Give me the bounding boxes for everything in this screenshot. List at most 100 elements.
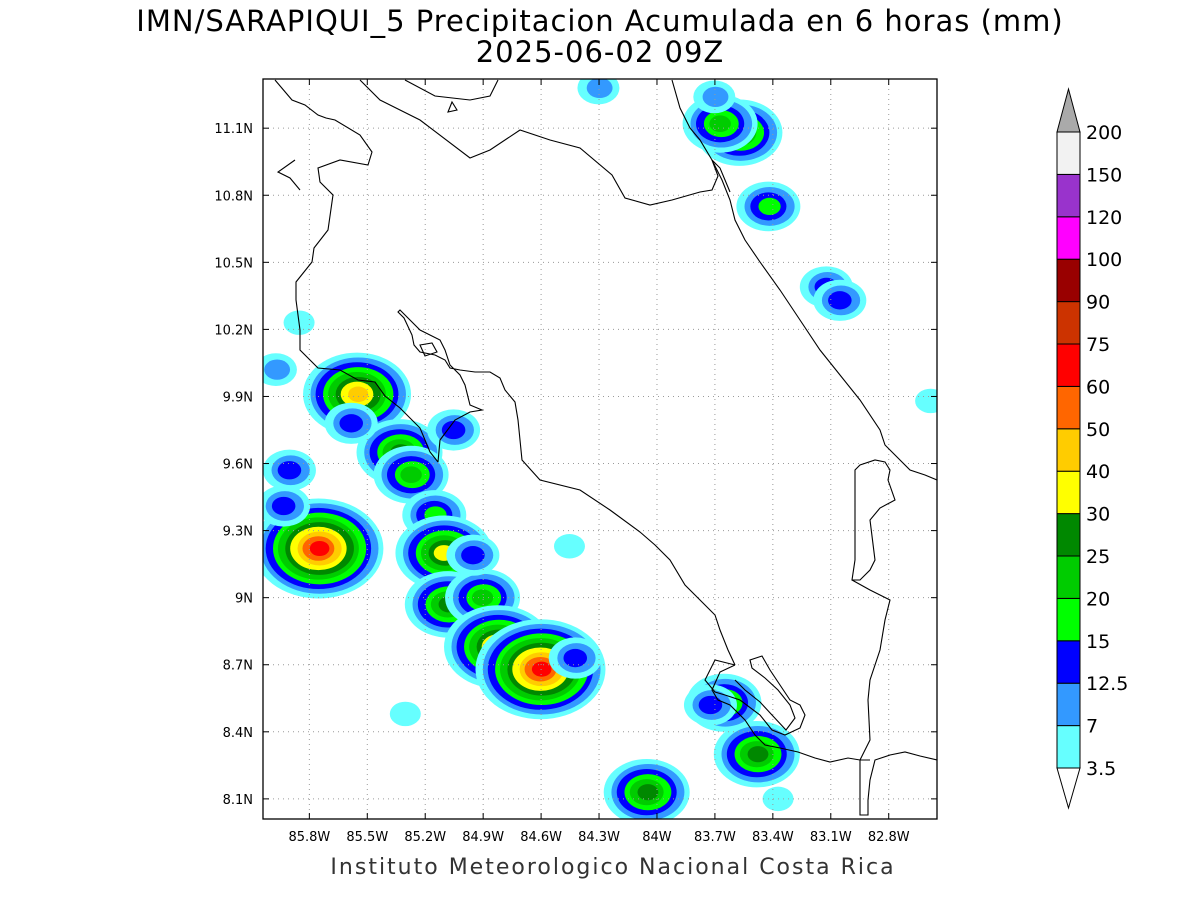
colorbar-label: 25: [1086, 546, 1110, 568]
lon-tick-label: 84.6W: [520, 830, 562, 845]
pacific-coast-north: [274, 79, 439, 463]
axis-ticks: 85.8W 85.5W 85.2W 84.9W 84.6W 84.3W 84W 83.7W 83…: [214, 79, 937, 845]
precip-contour: [389, 701, 421, 727]
precip-cell: [373, 445, 449, 504]
colorbar-swatch: [1056, 555, 1081, 599]
colorbar-swatch: [1056, 343, 1081, 387]
colorbar-swatch: [1056, 258, 1081, 303]
nicaragua-border: [359, 79, 719, 206]
colorbar-swatch: [1056, 216, 1081, 260]
colorbar-swatch: [1056, 428, 1081, 472]
precip-cell: [263, 498, 384, 599]
colorbar-swatch: [1056, 470, 1081, 515]
chart-subtitle-datetime: 2025-06-02 09Z: [475, 35, 725, 69]
precip-cell: [446, 534, 500, 576]
panama-border-south: [851, 579, 937, 816]
precip-contour: [531, 661, 552, 677]
colorbar-label: 150: [1086, 164, 1122, 186]
colorbar-label: 7: [1086, 716, 1098, 738]
colorbar-swatch: [1056, 725, 1081, 769]
colorbar-label: 30: [1086, 504, 1110, 526]
nicoya-inner-coast: [397, 309, 736, 666]
osa-peninsula-coast: [711, 664, 870, 763]
precip-contour: [747, 746, 769, 763]
precip-contour: [828, 291, 852, 310]
colorbar-label: 15: [1086, 631, 1110, 653]
colorbar-over-triangle: [1056, 87, 1081, 133]
precip-contour: [702, 86, 729, 107]
lon-tick-label: 83.7W: [694, 830, 736, 845]
precip-cell: [693, 80, 736, 114]
lat-tick-label: 8.4N: [223, 726, 253, 741]
colorbar-label: 20: [1086, 588, 1110, 610]
lon-tick-label: 85.5W: [346, 830, 388, 845]
precip-contour: [271, 496, 296, 516]
lat-tick-label: 8.1N: [223, 793, 253, 808]
lon-tick-label: 84.3W: [578, 830, 620, 845]
san-juan-river: [711, 159, 731, 193]
lat-tick-label: 9N: [235, 592, 253, 607]
colorbar-label: 75: [1086, 334, 1110, 356]
lat-tick-label: 10.8N: [214, 189, 253, 204]
lon-tick-label: 83.1W: [810, 830, 852, 845]
precip-cell: [577, 79, 620, 105]
lon-tick-label: 85.8W: [288, 830, 330, 845]
precip-contour: [586, 79, 613, 99]
chart-title: IMN/SARAPIQUI_5 Precipitacion Acumulada …: [136, 4, 1064, 38]
lat-tick-label: 9.6N: [223, 458, 253, 473]
colorbar-swatch: [1056, 301, 1081, 345]
lon-tick-label: 85.2W: [404, 830, 446, 845]
precip-cell: [813, 279, 867, 321]
lon-tick-label: 83.4W: [752, 830, 794, 845]
precip-contour: [277, 461, 302, 480]
coastlines-borders: [274, 79, 937, 816]
precipitation-field: [263, 79, 937, 819]
precip-cell: [263, 449, 316, 491]
precip-contour: [309, 540, 330, 557]
lat-tick-label: 9.3N: [223, 525, 253, 540]
colorbar-label: 3.5: [1086, 758, 1116, 780]
precip-contour: [563, 648, 588, 668]
precip-contour: [553, 534, 585, 559]
precip-contour: [698, 695, 723, 715]
colorbar-swatch: [1056, 385, 1081, 430]
colorbar-legend: 3.5 7 12.5 15 20 25 30 40 50 60 75 90 100 120 150 200: [1056, 87, 1128, 810]
colorbar-label: 200: [1086, 122, 1122, 144]
precip-contour: [709, 115, 731, 132]
precip-contour: [637, 784, 659, 801]
lat-tick-label: 8.7N: [223, 659, 253, 674]
lat-tick-label: 11.1N: [214, 122, 253, 137]
lon-tick-label: 82.8W: [868, 830, 910, 845]
precip-cell: [324, 402, 378, 444]
precip-contour: [348, 386, 369, 402]
precip-cell: [553, 534, 585, 559]
precip-cell: [263, 485, 311, 527]
precip-contour: [461, 546, 485, 565]
map-frame: [262, 78, 938, 820]
nicoya-island: [419, 342, 438, 357]
lat-tick-label: 10.5N: [214, 256, 253, 271]
lat-tick-label: 9.9N: [223, 390, 253, 405]
caribbean-coast: [711, 159, 937, 481]
precip-contour: [915, 388, 937, 414]
lake-island: [447, 100, 458, 113]
precip-cell: [915, 388, 937, 414]
precip-contour: [264, 359, 291, 380]
precip-contour: [339, 414, 364, 433]
lake-nicaragua-shore: [404, 79, 499, 101]
colorbar-label: 120: [1086, 207, 1122, 229]
colorbar-label: 60: [1086, 376, 1110, 398]
precip-cell: [713, 720, 800, 788]
colorbar-swatch: [1056, 682, 1081, 727]
precip-cell: [548, 637, 602, 679]
colorbar-swatch: [1056, 597, 1081, 642]
colorbar-label: 40: [1086, 461, 1110, 483]
golfo-dulce: [704, 655, 806, 736]
panama-border: [851, 459, 896, 581]
colorbar-label: 50: [1086, 419, 1110, 441]
lon-tick-label: 84.9W: [462, 830, 504, 845]
precip-cell: [427, 409, 481, 451]
colorbar-label: 100: [1086, 249, 1122, 271]
colorbar-label: 12.5: [1086, 673, 1128, 695]
